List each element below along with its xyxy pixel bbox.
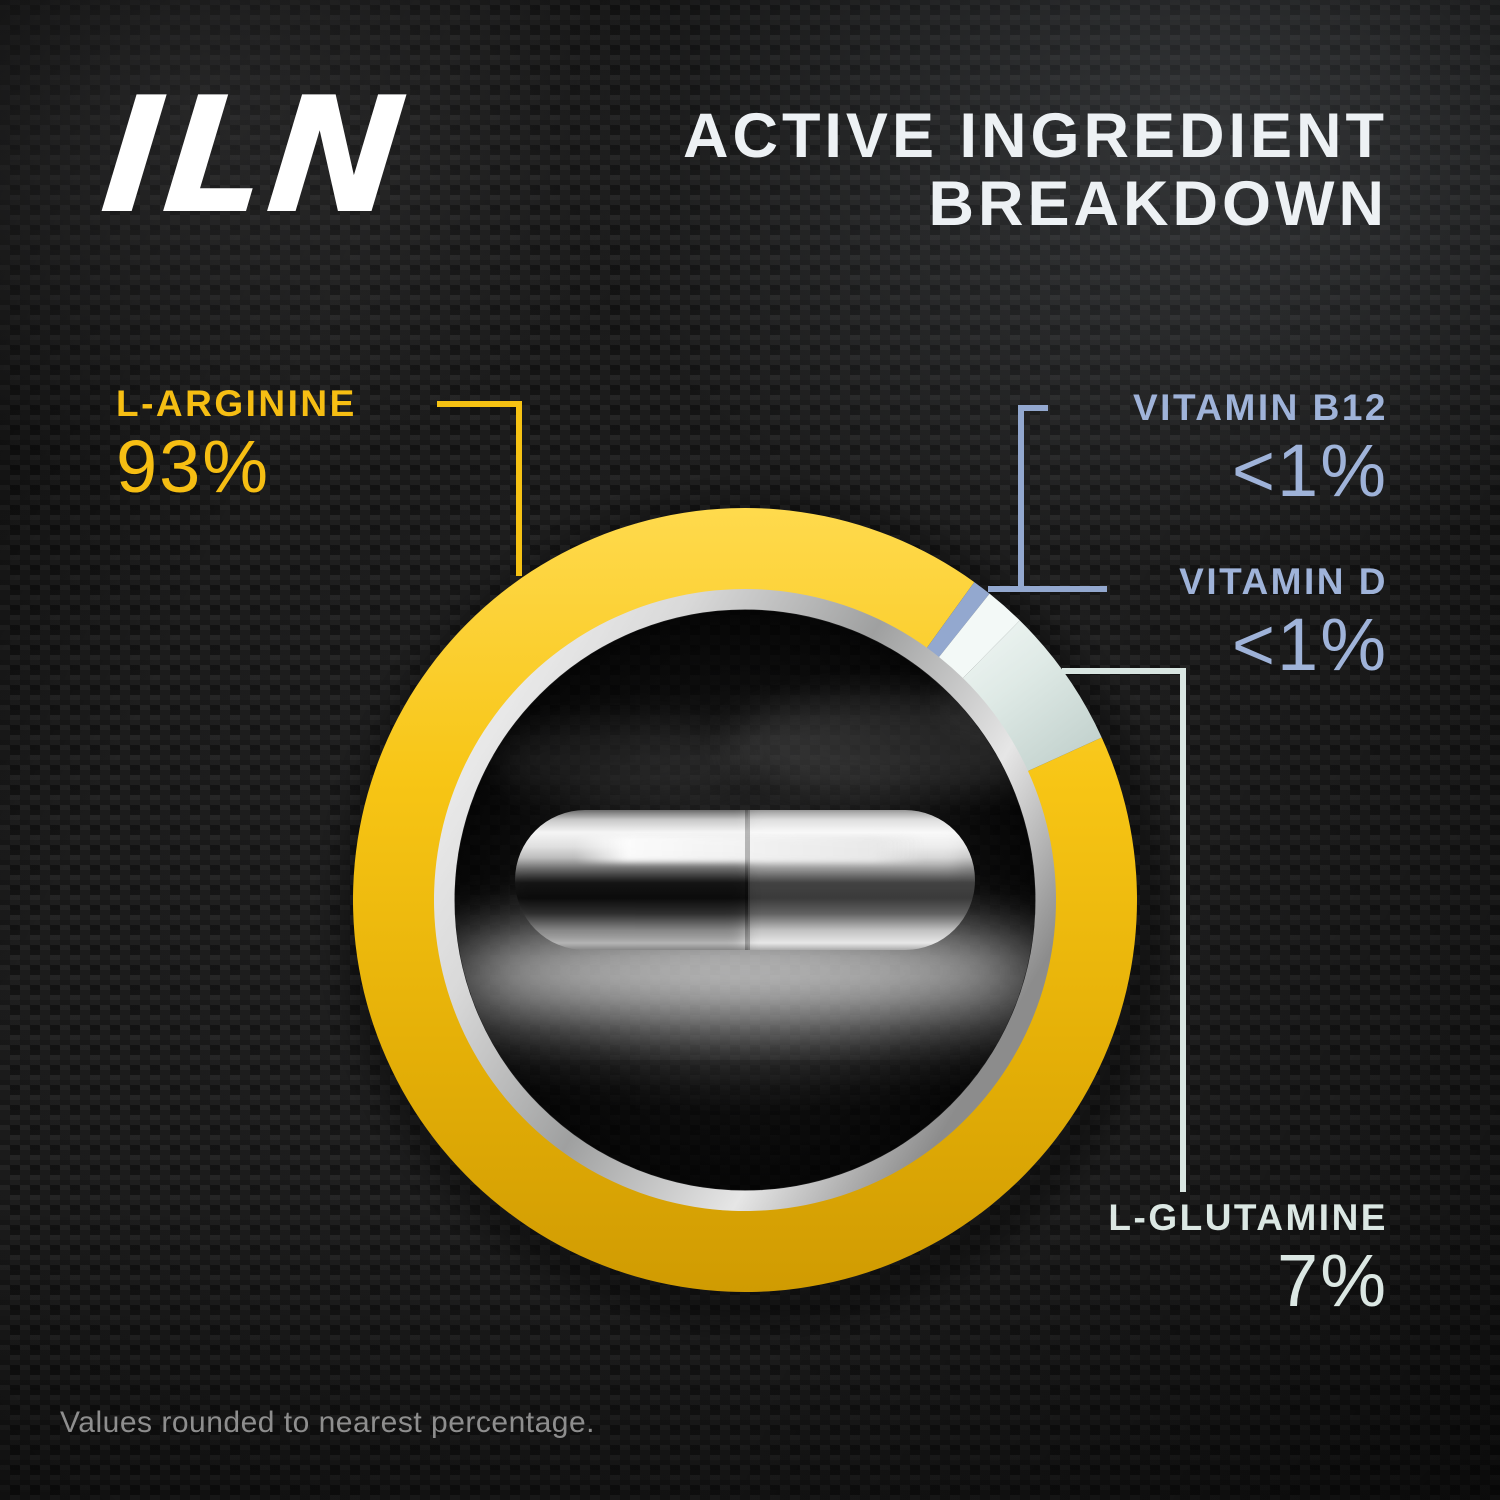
floor-glow xyxy=(460,932,1030,1012)
leader-line-glutamine xyxy=(1062,668,1186,1192)
capsule-left-shade xyxy=(515,880,745,950)
donut-slice-vitamin-b12 xyxy=(926,582,990,657)
brand-logo: ILN xyxy=(94,62,416,249)
callout-vitamin-d-value: <1% xyxy=(1231,603,1388,686)
capsule-illustration xyxy=(455,668,1035,1055)
callout-vitamin-d: VITAMIN D <1% xyxy=(1179,562,1388,682)
callout-vitamin-b12: VITAMIN B12 <1% xyxy=(1133,388,1388,508)
donut-slice-l-glutamine xyxy=(962,620,1102,772)
smoke-wisp xyxy=(490,720,750,800)
leader-line-arginine xyxy=(437,401,522,576)
callout-l-glutamine: L-GLUTAMINE 7% xyxy=(1108,1198,1388,1318)
donut-inner-silver-ring xyxy=(433,588,1057,1212)
capsule-seam xyxy=(745,810,750,950)
callout-l-arginine-value: 93% xyxy=(116,425,271,508)
callout-vitamin-b12-value: <1% xyxy=(1231,429,1388,512)
capsule-highlight-strip xyxy=(575,836,925,862)
callout-l-glutamine-name: L-GLUTAMINE xyxy=(1108,1197,1388,1238)
page-title-line2: BREAKDOWN xyxy=(928,169,1388,239)
donut-segments xyxy=(353,508,1137,1293)
footnote: Values rounded to nearest percentage. xyxy=(60,1406,595,1439)
leader-line-b12-and-d xyxy=(988,405,1107,592)
page-title: ACTIVE INGREDIENT BREAKDOWN xyxy=(683,102,1388,238)
donut-slice-vitamin-d xyxy=(939,593,1020,679)
callout-vitamin-b12-name: VITAMIN B12 xyxy=(1132,387,1388,428)
callout-l-glutamine-value: 7% xyxy=(1277,1239,1388,1322)
callout-l-arginine: L-ARGININE 93% xyxy=(116,384,357,504)
callout-vitamin-d-name: VITAMIN D xyxy=(1179,561,1388,602)
page-title-line1: ACTIVE INGREDIENT xyxy=(682,101,1388,171)
callout-l-arginine-name: L-ARGININE xyxy=(116,383,357,424)
